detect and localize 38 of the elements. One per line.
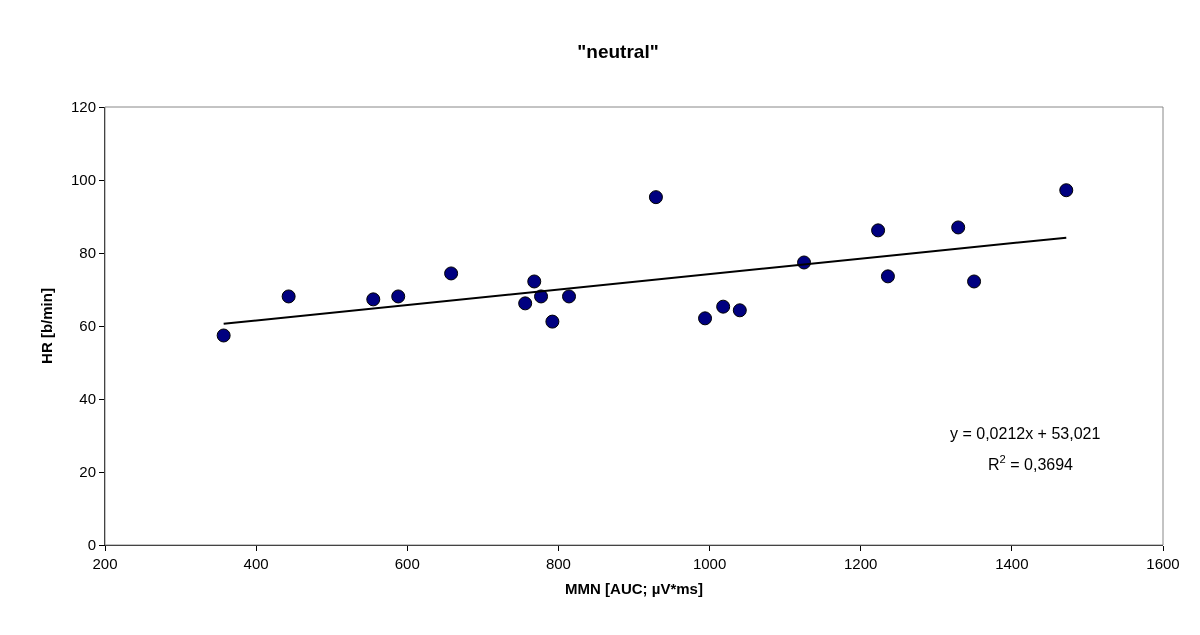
point xyxy=(444,266,459,281)
x-axis-title: MMN [AUC; µV*ms] xyxy=(565,580,703,597)
point xyxy=(391,289,406,304)
point xyxy=(562,289,577,304)
point xyxy=(880,269,895,284)
point xyxy=(967,274,982,289)
point xyxy=(545,314,560,329)
point xyxy=(1059,183,1074,198)
chart-title: "neutral" xyxy=(577,40,659,62)
point xyxy=(366,292,381,307)
y-tick-label: 120 xyxy=(70,98,96,116)
x-tick-label: 1000 xyxy=(692,555,727,572)
point xyxy=(216,328,231,343)
y-tick-label: 60 xyxy=(79,317,96,335)
point xyxy=(871,223,886,238)
x-tick-label: 200 xyxy=(92,555,118,572)
y-tick-label: 100 xyxy=(70,171,96,189)
x-tick-label: 800 xyxy=(545,555,571,572)
y-tick-label: 0 xyxy=(87,536,96,554)
point xyxy=(716,299,731,314)
annotation: y = 0,0212x + 53,021 xyxy=(950,425,1101,442)
x-tick-label: 400 xyxy=(243,555,269,572)
point xyxy=(527,274,542,289)
point xyxy=(648,190,663,205)
x-tick-label: 600 xyxy=(394,555,420,572)
y-tick-label: 80 xyxy=(79,244,96,262)
x-tick-label: 1600 xyxy=(1146,555,1180,572)
point xyxy=(698,311,713,326)
y-tick-label: 20 xyxy=(79,463,96,481)
x-tick-label: 1400 xyxy=(995,555,1029,572)
point xyxy=(518,296,533,311)
y-tick-label: 40 xyxy=(79,390,96,408)
x-tick-label: 1200 xyxy=(844,555,878,572)
point xyxy=(281,289,296,304)
y-axis-title: HR [b/min] xyxy=(38,288,56,364)
point xyxy=(951,220,966,235)
point xyxy=(732,303,747,318)
annotation: R$^{2}$ = 0,3694 xyxy=(988,453,1074,473)
